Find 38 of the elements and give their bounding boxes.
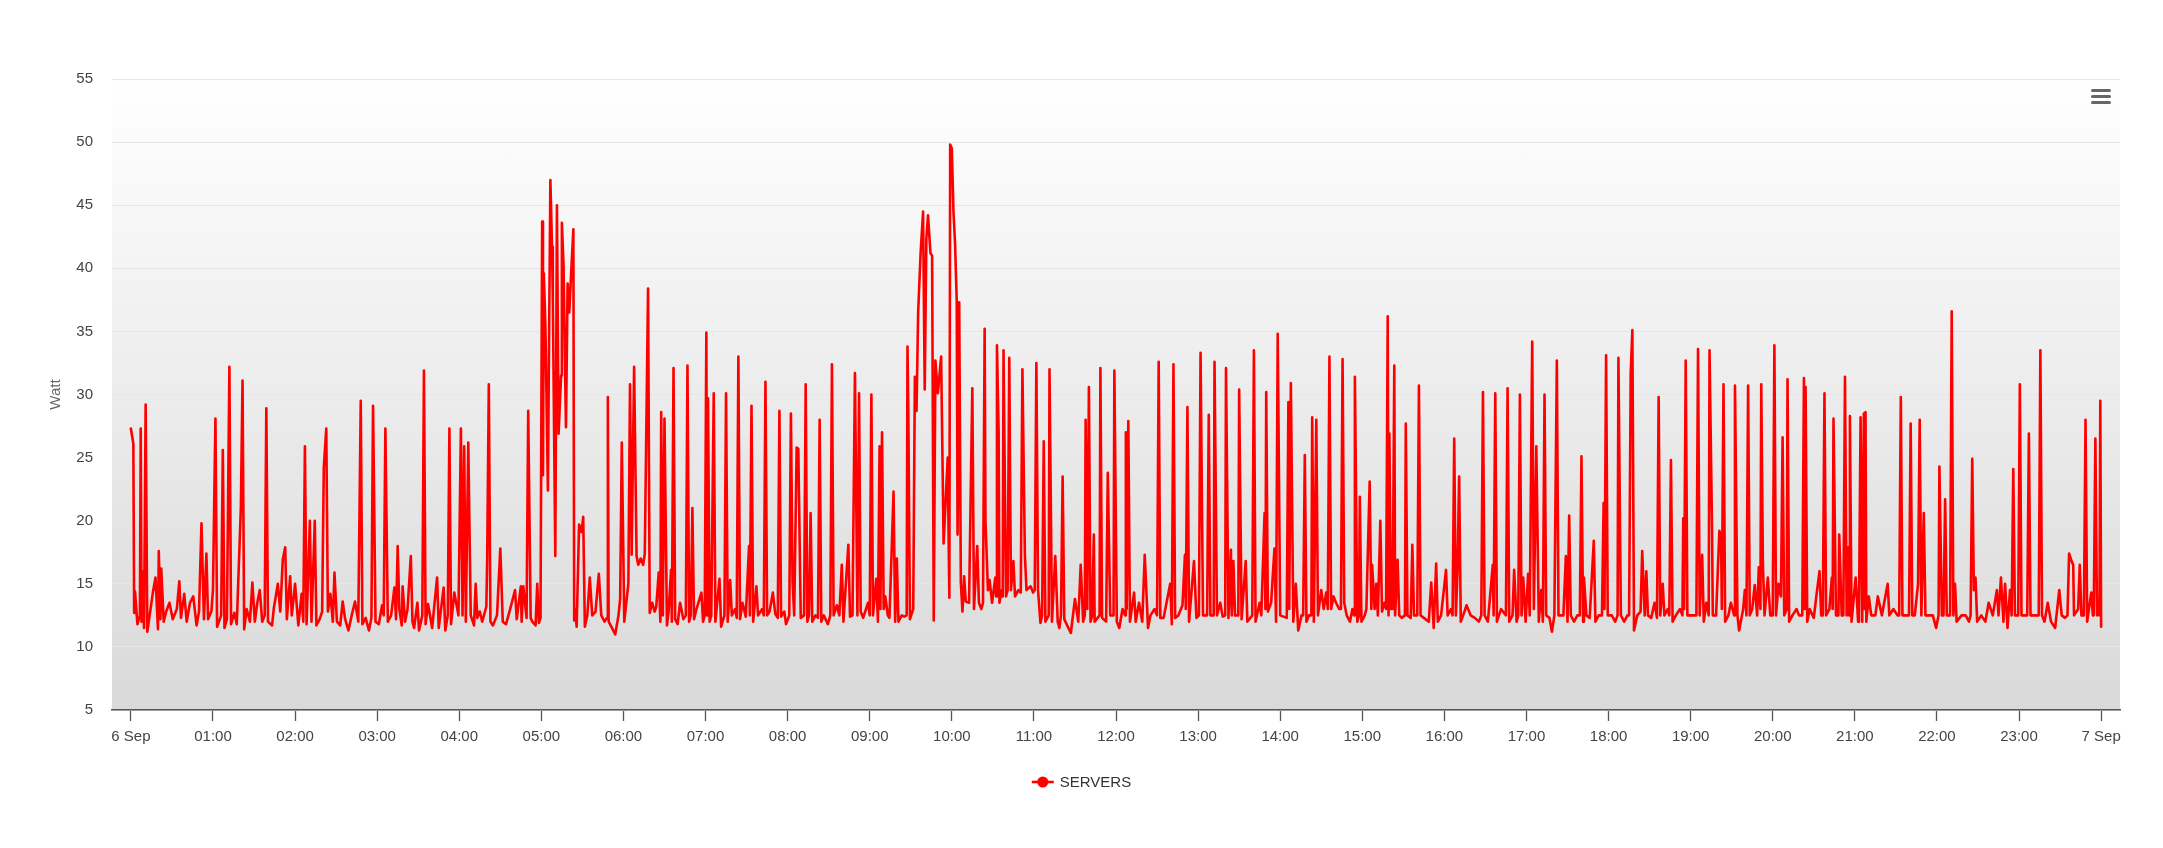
- x-tick-label: 09:00: [850, 727, 889, 745]
- y-axis-title: Watt: [46, 378, 64, 410]
- x-tick-label: 15:00: [1343, 727, 1382, 745]
- x-tick-label: 16:00: [1425, 727, 1464, 745]
- x-tick-label: 08:00: [768, 727, 807, 745]
- x-tick-label: 12:00: [1097, 727, 1135, 745]
- x-tick-label: 04:00: [440, 727, 479, 745]
- y-tick-label: 55: [76, 69, 93, 87]
- y-tick-label: 50: [76, 132, 93, 150]
- y-tick-label: 45: [76, 195, 93, 213]
- y-tick-label: 40: [76, 258, 93, 276]
- x-tick-label: 22:00: [1918, 727, 1956, 745]
- x-tick-label: 13:00: [1179, 727, 1217, 745]
- y-tick-label: 5: [84, 700, 93, 718]
- y-tick-label: 35: [76, 321, 93, 339]
- y-tick-label: 10: [76, 637, 93, 655]
- x-tick-label: 10:00: [933, 727, 971, 745]
- x-tick-label: 6 Sep: [111, 727, 151, 745]
- x-tick-label: 14:00: [1261, 727, 1299, 745]
- x-tick-label: 02:00: [276, 727, 314, 745]
- x-tick-label: 18:00: [1589, 727, 1628, 745]
- x-tick-label: 06:00: [604, 727, 643, 745]
- legend-label: SERVERS: [1059, 773, 1132, 791]
- x-tick-label: 01:00: [194, 727, 232, 745]
- x-tick-label: 19:00: [1671, 727, 1710, 745]
- y-tick-label: 15: [76, 573, 93, 591]
- y-tick-label: 20: [76, 510, 93, 528]
- x-tick-label: 07:00: [686, 727, 725, 745]
- y-tick-label: 30: [76, 384, 93, 402]
- y-tick-label: 25: [76, 447, 93, 465]
- x-tick-label: 7 Sep: [2081, 727, 2121, 745]
- x-tick-label: 23:00: [2000, 727, 2038, 745]
- x-tick-label: 20:00: [1753, 727, 1792, 745]
- x-tick-label: 11:00: [1015, 727, 1053, 745]
- x-tick-label: 17:00: [1507, 727, 1546, 745]
- x-tick-label: 05:00: [522, 727, 561, 745]
- x-tick-label: 21:00: [1836, 727, 1874, 745]
- x-tick-label: 03:00: [358, 727, 396, 745]
